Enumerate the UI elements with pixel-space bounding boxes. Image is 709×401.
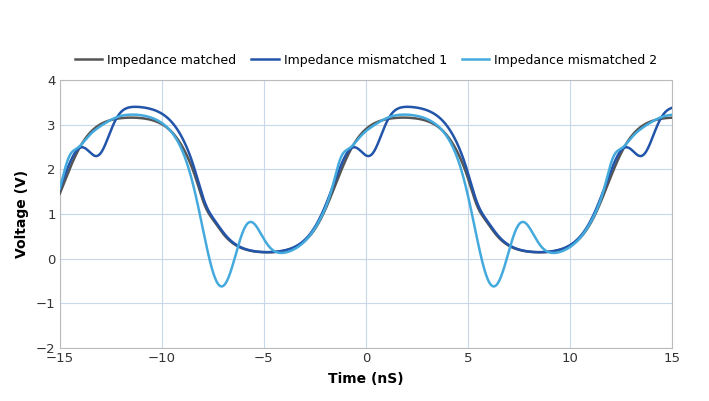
Y-axis label: Voltage (V): Voltage (V) bbox=[15, 170, 29, 258]
Impedance matched bbox=[55, 191, 64, 196]
Impedance mismatched 1 bbox=[55, 186, 64, 191]
Impedance matched bbox=[542, 250, 551, 255]
Line: Impedance mismatched 2: Impedance mismatched 2 bbox=[60, 115, 672, 286]
Impedance mismatched 1 bbox=[510, 245, 518, 250]
Impedance mismatched 1 bbox=[668, 105, 676, 110]
Impedance mismatched 2 bbox=[55, 186, 64, 191]
Impedance mismatched 2 bbox=[217, 284, 225, 289]
Impedance mismatched 1 bbox=[445, 126, 453, 131]
Impedance mismatched 1 bbox=[542, 249, 551, 254]
Impedance mismatched 2 bbox=[668, 112, 676, 117]
Impedance mismatched 1 bbox=[86, 150, 95, 155]
Impedance mismatched 2 bbox=[445, 138, 453, 142]
Impedance matched bbox=[445, 136, 453, 141]
Impedance matched bbox=[418, 117, 427, 122]
Impedance mismatched 2 bbox=[401, 112, 409, 117]
Impedance mismatched 1 bbox=[418, 106, 427, 111]
Impedance mismatched 1 bbox=[131, 104, 140, 109]
Impedance matched bbox=[399, 115, 408, 120]
Impedance mismatched 2 bbox=[418, 115, 427, 119]
X-axis label: Time (nS): Time (nS) bbox=[328, 372, 404, 386]
Impedance mismatched 2 bbox=[510, 232, 518, 237]
Impedance mismatched 2 bbox=[277, 251, 286, 255]
Impedance matched bbox=[86, 130, 95, 135]
Impedance matched bbox=[510, 246, 518, 251]
Impedance mismatched 2 bbox=[86, 132, 95, 136]
Line: Impedance mismatched 1: Impedance mismatched 1 bbox=[60, 107, 672, 252]
Legend: Impedance matched, Impedance mismatched 1, Impedance mismatched 2: Impedance matched, Impedance mismatched … bbox=[69, 49, 662, 72]
Line: Impedance matched: Impedance matched bbox=[60, 117, 672, 252]
Impedance mismatched 1 bbox=[277, 249, 286, 253]
Impedance matched bbox=[277, 249, 286, 253]
Impedance matched bbox=[263, 250, 272, 255]
Impedance matched bbox=[668, 115, 676, 120]
Impedance mismatched 1 bbox=[263, 250, 272, 255]
Impedance mismatched 2 bbox=[542, 249, 551, 254]
